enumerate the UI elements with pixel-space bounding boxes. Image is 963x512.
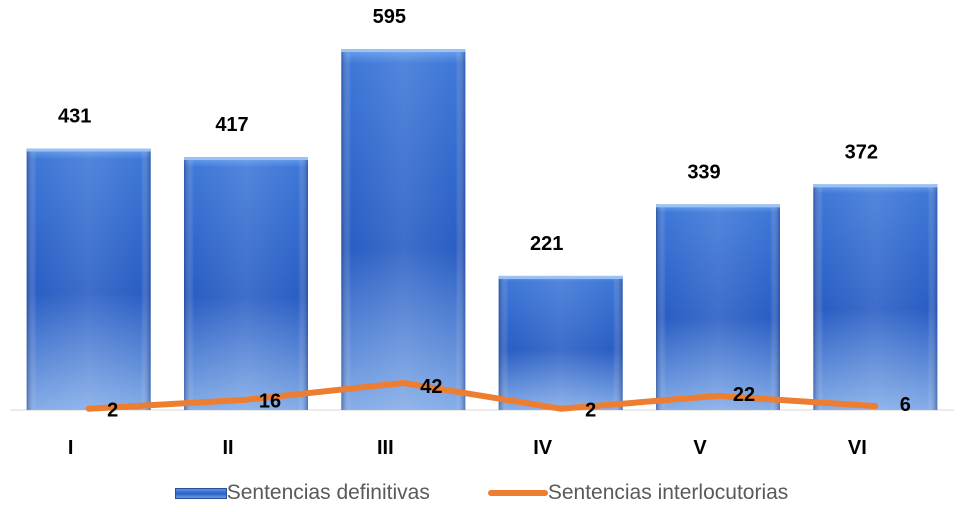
bar-value-label: 417	[215, 114, 248, 136]
legend-label-bars: Sentencias definitivas	[226, 481, 430, 504]
bar-value-label: 595	[373, 6, 406, 28]
bar-value-label: 431	[58, 106, 91, 128]
legend-item-bars[interactable]: Sentencias definitivas	[174, 481, 430, 505]
line-value-label: 42	[420, 376, 442, 398]
x-tick-label: III	[377, 437, 394, 459]
bar-value-label: 372	[845, 141, 878, 163]
line-value-label: 6	[900, 394, 911, 416]
bar-V[interactable]	[656, 204, 780, 410]
bar-III[interactable]	[341, 49, 466, 410]
x-tick-label: II	[222, 437, 233, 459]
legend-item-line[interactable]: Sentencias interlocutorias	[487, 481, 789, 505]
bar-I[interactable]	[26, 148, 151, 411]
bar-IV[interactable]	[498, 275, 623, 410]
bar-value-label: 221	[530, 233, 563, 255]
x-tick-label: VI	[848, 437, 867, 459]
bar-VI[interactable]	[813, 184, 938, 410]
line-value-label: 16	[259, 391, 281, 413]
x-tick-label: I	[68, 437, 74, 459]
bar-II[interactable]	[184, 156, 308, 410]
legend-swatch-bar	[174, 487, 227, 499]
bar-value-label: 339	[687, 161, 720, 183]
line-value-label: 2	[107, 400, 118, 422]
chart-legend: Sentencias definitivas Sentencias interl…	[0, 478, 963, 508]
x-tick-label: IV	[533, 437, 553, 459]
legend-swatch-line	[487, 490, 548, 496]
line-value-label: 2	[585, 400, 596, 422]
line-series-interlocutorias[interactable]	[85, 380, 879, 412]
line-value-label: 22	[733, 384, 755, 406]
legend-label-line: Sentencias interlocutorias	[547, 481, 789, 504]
x-tick-label: V	[693, 437, 707, 459]
